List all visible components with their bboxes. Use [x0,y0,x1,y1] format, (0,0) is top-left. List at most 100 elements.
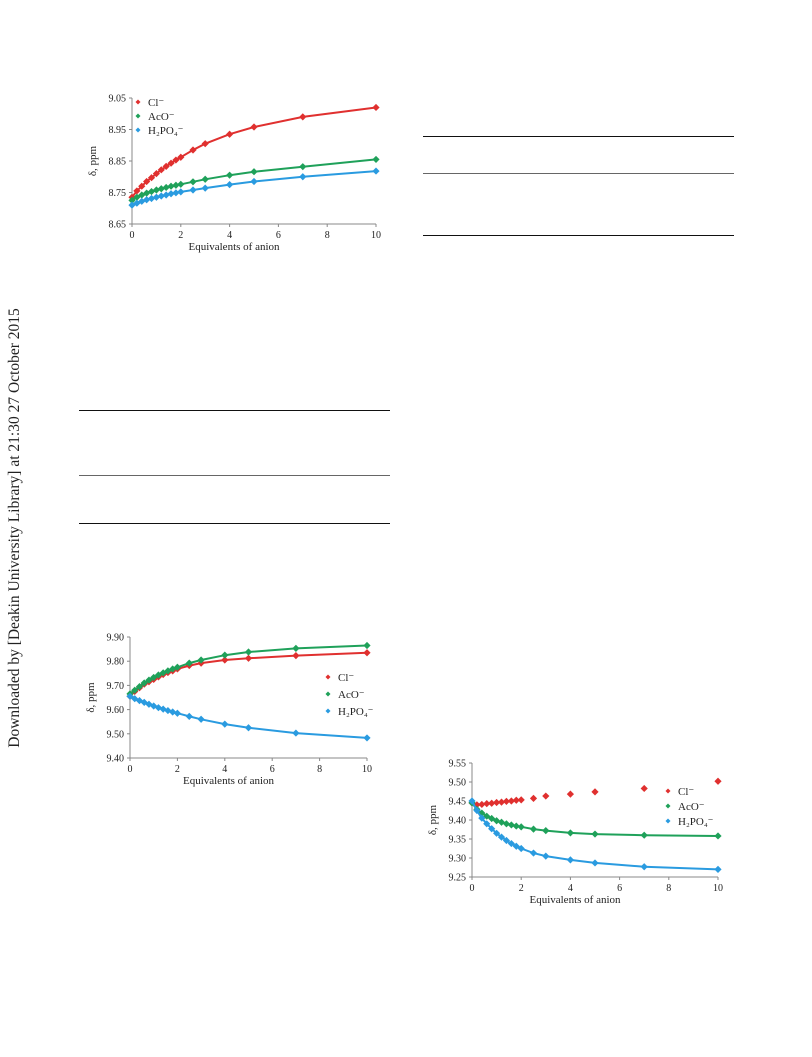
data-point [517,823,525,831]
data-point [372,155,380,164]
x-tick-label: 8 [325,230,330,241]
table-rule-bottom-right [423,235,734,236]
legend-label: AcO⁻ [338,689,365,701]
data-point [152,193,160,201]
y-tick-label: 8.95 [109,125,127,136]
data-point [201,184,209,192]
data-point [244,648,253,656]
x-tick-label: 4 [222,764,227,775]
y-axis-label: δ, ppm [85,682,97,713]
y-tick-label: 9.55 [449,759,467,770]
legend-label: H₂PO₄⁻ [678,816,714,828]
x-tick-label: 8 [666,883,671,894]
data-point [512,842,520,850]
data-point [177,153,185,161]
x-tick-label: 0 [130,230,135,241]
data-point [372,103,380,112]
data-point [177,180,185,188]
legend-label: AcO⁻ [678,801,705,813]
y-tick-label: 9.35 [449,835,467,846]
y-tick-label: 9.50 [449,778,467,789]
data-point [152,170,160,178]
y-tick-label: 8.65 [109,220,127,231]
data-point [189,186,197,194]
x-axis-label: Equivalents of anion [183,775,275,787]
data-point [131,686,139,694]
data-point [517,844,525,853]
legend-label: AcO⁻ [148,111,175,123]
y-tick-label: 9.40 [449,816,467,827]
data-point [201,175,209,183]
x-tick-label: 4 [568,883,573,894]
data-point [250,168,258,176]
data-point [372,167,380,175]
data-point [714,865,722,873]
data-point [172,156,180,164]
data-point [135,683,144,691]
x-tick-label: 6 [270,764,275,775]
legend-marker [135,113,141,119]
legend-marker [135,99,141,105]
data-point [292,652,300,660]
legend-marker [325,691,331,697]
data-point [591,830,599,838]
data-point [173,663,181,671]
data-point [502,820,511,828]
data-point [162,191,170,199]
table-rule-top-left [79,410,390,411]
data-point [363,649,371,657]
data-point [640,831,648,839]
chart-3-titration: 9.25 9.30 9.35 9.40 9.45 9.50 9.55 0 2 4 6 8 10 Equiv… [427,759,723,907]
data-point [299,163,307,171]
x-axis-label: Equivalents of anion [188,241,280,253]
x-tick-label: 4 [227,230,232,241]
data-point [128,196,136,204]
data-point [502,797,511,805]
data-point [502,836,511,845]
data-point [138,182,146,190]
data-point [507,797,515,805]
legend-marker [135,127,141,133]
chart-2-titration: 9.40 9.50 9.60 9.70 9.80 9.90 0 2 4 6 8 10 Equivalen… [85,633,374,788]
x-tick-label: 2 [175,764,180,775]
legend-label: Cl⁻ [148,97,164,109]
data-point [167,190,175,198]
data-point [189,146,197,154]
download-watermark-text: Downloaded by [Deakin University Library… [6,308,23,748]
x-tick-label: 2 [178,230,183,241]
data-point [468,797,476,805]
y-tick-label: 9.90 [107,633,125,644]
data-point [714,777,722,785]
x-tick-label: 10 [713,883,723,894]
x-axis-label: Equivalents of anion [529,894,621,906]
data-point [250,123,258,131]
data-point [542,852,550,860]
data-point [143,177,151,186]
data-point [226,181,234,189]
data-point [140,698,148,706]
data-point [542,827,550,835]
data-point [363,641,371,650]
data-point [152,186,160,194]
data-point [226,171,234,179]
legend-label: H₂PO₄⁻ [148,125,184,137]
data-point [566,790,574,798]
y-tick-label: 9.80 [107,657,125,668]
data-point [299,173,307,181]
data-point [177,188,185,196]
data-point [147,194,156,203]
data-point [566,829,574,837]
y-tick-label: 9.40 [107,754,125,765]
data-point [292,644,300,652]
data-point [244,724,253,732]
x-tick-label: 10 [362,764,372,775]
data-point [147,174,156,182]
table-rule-mid-left [79,475,390,476]
legend-label: H₂PO₄⁻ [338,706,374,718]
data-point [145,676,153,684]
y-tick-label: 8.75 [109,188,127,199]
y-tick-label: 9.60 [107,705,125,716]
data-point [542,792,550,800]
data-point [221,651,229,659]
data-point [566,856,574,864]
